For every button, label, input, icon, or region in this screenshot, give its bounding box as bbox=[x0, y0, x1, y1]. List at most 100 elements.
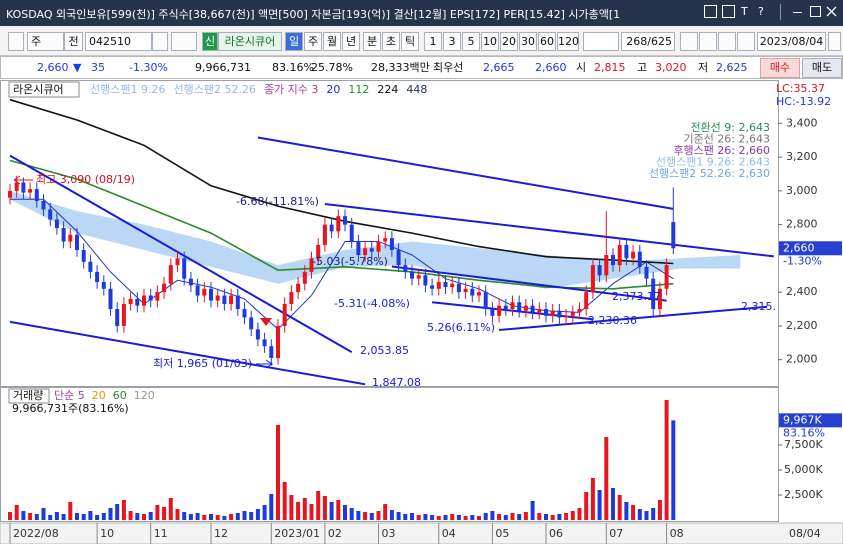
volume-bar bbox=[617, 495, 622, 520]
candle-body bbox=[108, 288, 113, 310]
tab-button[interactable]: 120 bbox=[557, 32, 579, 51]
volume-bar bbox=[671, 420, 676, 520]
close-button[interactable] bbox=[826, 6, 837, 17]
candle-body bbox=[416, 275, 421, 279]
tab-button[interactable]: 30 bbox=[519, 32, 537, 51]
volume-bar bbox=[48, 515, 53, 520]
sell-button[interactable]: 매도 bbox=[802, 58, 842, 78]
volume-bar bbox=[383, 504, 388, 520]
code-input[interactable]: 042510 bbox=[85, 32, 152, 51]
candle-body bbox=[162, 283, 167, 293]
calendar-button[interactable] bbox=[828, 32, 841, 51]
low: 2,625 bbox=[716, 61, 748, 74]
tool-button[interactable] bbox=[699, 32, 717, 51]
volume-bar bbox=[215, 515, 220, 520]
tab-button[interactable]: 10 bbox=[481, 32, 499, 51]
volume-bar bbox=[329, 502, 334, 520]
volume-bar bbox=[389, 510, 394, 520]
search-button[interactable] bbox=[152, 32, 168, 51]
tool-button[interactable] bbox=[737, 32, 755, 51]
legend-box bbox=[8, 388, 50, 404]
tab-button[interactable]: 20 bbox=[500, 32, 518, 51]
tool-icon[interactable]: T bbox=[741, 5, 748, 18]
tool-button[interactable] bbox=[680, 32, 698, 51]
tab-button[interactable]: 틱 bbox=[401, 32, 419, 51]
sound-button[interactable] bbox=[171, 32, 197, 51]
y-tick-label: 3,000 bbox=[786, 184, 818, 197]
tab-button[interactable]: 년 bbox=[342, 32, 360, 51]
candle-body bbox=[383, 238, 388, 242]
tab-button[interactable]: 초 bbox=[382, 32, 400, 51]
tool-button[interactable] bbox=[718, 32, 736, 51]
candle-body bbox=[68, 234, 73, 242]
volume-bar bbox=[81, 514, 86, 520]
volume-bar bbox=[510, 513, 515, 520]
volume-bar bbox=[209, 514, 213, 520]
volume-plot bbox=[8, 400, 676, 520]
volume-bar bbox=[403, 514, 408, 520]
volume-bar bbox=[550, 515, 555, 520]
y-tick-label: 2,800 bbox=[786, 218, 818, 231]
volume-panel bbox=[0, 387, 779, 522]
x-tick-label: 04 bbox=[442, 527, 456, 540]
candle-body bbox=[322, 224, 327, 245]
volume-bar bbox=[168, 498, 173, 520]
icon-box[interactable] bbox=[704, 5, 717, 18]
candle-body bbox=[477, 292, 481, 296]
volume-bar bbox=[336, 500, 341, 520]
candle-body bbox=[128, 298, 133, 304]
period-select[interactable]: 주 bbox=[27, 32, 64, 51]
icon-box[interactable] bbox=[722, 5, 735, 18]
candle-body bbox=[229, 295, 234, 304]
annotation: 최저 1,965 (01/03) bbox=[153, 357, 252, 370]
change: 35 bbox=[91, 61, 105, 74]
tab-button[interactable]: 주 bbox=[304, 32, 322, 51]
tab-button[interactable]: 60 bbox=[538, 32, 556, 51]
best-label: 최우선 bbox=[433, 61, 464, 74]
candle-body bbox=[215, 295, 220, 301]
layout-button[interactable] bbox=[8, 32, 24, 51]
tab-button[interactable]: 5 bbox=[462, 32, 480, 51]
tool-icon[interactable]: ? bbox=[758, 5, 764, 18]
volume-bar bbox=[477, 516, 481, 520]
volume-bar bbox=[282, 482, 287, 520]
high: 3,020 bbox=[655, 61, 687, 74]
volume-bar bbox=[456, 515, 461, 520]
volume-bar bbox=[356, 511, 361, 520]
candle-body bbox=[557, 310, 562, 318]
candle-body bbox=[142, 295, 146, 306]
tab-button[interactable]: 3 bbox=[443, 32, 461, 51]
date-input[interactable]: 2023/08/04 bbox=[757, 32, 826, 51]
window-title: KOSDAQ 외국인보유[599(천)] 주식수[38,667(천)] 액면[5… bbox=[6, 8, 621, 21]
buy-button[interactable]: 매수 bbox=[760, 58, 800, 78]
candle-body bbox=[282, 303, 287, 326]
volume-bar bbox=[262, 505, 267, 520]
tab-button[interactable]: 분 bbox=[363, 32, 381, 51]
tab-button[interactable]: 1 bbox=[424, 32, 442, 51]
candle-body bbox=[517, 302, 522, 311]
volume-bar bbox=[61, 514, 66, 520]
volume-bar bbox=[8, 512, 12, 520]
volume-bar bbox=[564, 513, 569, 520]
minimize-button[interactable] bbox=[793, 12, 802, 13]
candle-body bbox=[617, 244, 622, 266]
volume-bar bbox=[497, 514, 502, 520]
prev-button[interactable]: 전 bbox=[64, 32, 83, 51]
candle-body bbox=[155, 292, 160, 301]
volume-bar bbox=[423, 514, 428, 520]
candle-body bbox=[544, 309, 548, 316]
volume-bar bbox=[443, 515, 448, 520]
candle-body bbox=[410, 271, 414, 279]
tab-button[interactable]: 일 bbox=[285, 32, 303, 51]
x-tick-label: 05 bbox=[495, 527, 509, 540]
tab-button[interactable]: 월 bbox=[323, 32, 341, 51]
open-label: 시 bbox=[576, 61, 587, 74]
title-bar: KOSDAQ 외국인보유[599(천)] 주식수[38,667(천)] 액면[5… bbox=[0, 0, 843, 26]
candle-body bbox=[456, 283, 461, 293]
candle-body bbox=[450, 283, 455, 288]
blank-input[interactable] bbox=[583, 32, 619, 51]
maximize-button[interactable] bbox=[810, 6, 821, 17]
candle-body bbox=[21, 182, 26, 193]
